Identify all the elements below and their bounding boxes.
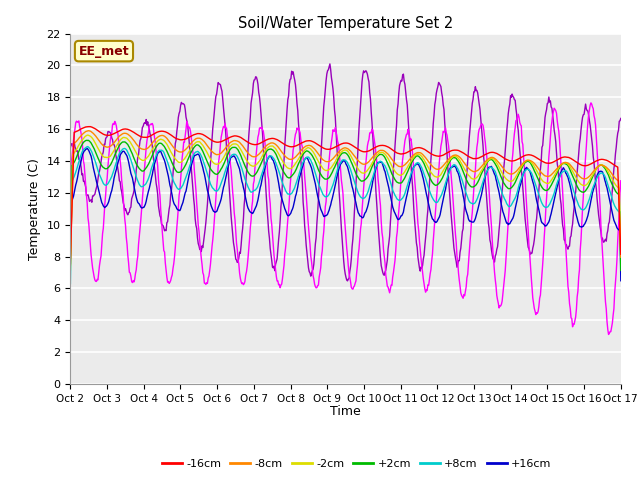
Y-axis label: Temperature (C): Temperature (C) (28, 158, 41, 260)
Text: EE_met: EE_met (79, 45, 129, 58)
Title: Soil/Water Temperature Set 2: Soil/Water Temperature Set 2 (238, 16, 453, 31)
X-axis label: Time: Time (330, 405, 361, 418)
